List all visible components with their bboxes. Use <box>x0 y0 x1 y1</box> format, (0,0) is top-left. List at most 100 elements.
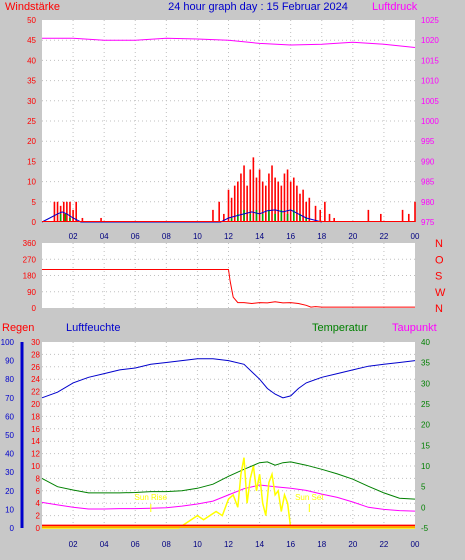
wind-tick-label: 5 <box>32 198 37 207</box>
gust-bar <box>258 169 261 222</box>
compass-label: S <box>435 271 442 283</box>
rain-tick-label: 30 <box>31 338 40 347</box>
mean-wind-bar <box>237 213 239 222</box>
x-tick-label: 18 <box>317 540 326 549</box>
rain-tick-label: 6 <box>36 487 41 496</box>
pressure-axis-label: Luftdruck <box>372 1 418 13</box>
x-tick-label: 10 <box>193 232 202 241</box>
gust-bar <box>302 189 304 222</box>
gust-bar <box>314 205 317 222</box>
graph-title: 24 hour graph day : 15 Februar 2024 <box>168 1 348 13</box>
mean-wind-bar <box>261 213 264 222</box>
wind-tick-label: 20 <box>27 137 36 146</box>
dewpoint-line <box>41 484 416 512</box>
x-tick-label: 02 <box>69 232 78 241</box>
gust-bar <box>333 217 335 222</box>
direction-line <box>42 269 415 308</box>
humidity-tick-label: 100 <box>1 338 15 347</box>
wind-tick-label: 45 <box>27 36 36 45</box>
gust-bar <box>75 201 77 222</box>
gust-bar <box>308 197 311 222</box>
gust-bar <box>407 213 410 222</box>
rain-tick-label: 18 <box>31 412 40 421</box>
sunrise-label: Sun Rise <box>135 493 168 502</box>
gust-bar <box>274 177 276 222</box>
pressure-tick-label: 1015 <box>421 56 439 65</box>
gust-bar <box>53 201 56 222</box>
rain-tick-label: 12 <box>31 450 40 459</box>
mean-wind-bar <box>249 213 252 222</box>
gust-bar <box>277 181 280 222</box>
mean-wind-bar <box>243 209 245 222</box>
humidity-tick-label: 40 <box>5 450 14 459</box>
temperature-tick-label: 10 <box>421 462 430 471</box>
gust-bar <box>292 177 295 222</box>
gust-bar <box>319 209 321 222</box>
gust-bar <box>246 185 248 222</box>
x-tick-label: 12 <box>224 540 233 549</box>
gust-bar <box>401 209 404 222</box>
wind-tick-label: 35 <box>27 77 36 86</box>
humidity-line <box>41 358 416 399</box>
humidity-tick-label: 0 <box>10 524 15 533</box>
rain-tick-label: 16 <box>31 425 40 434</box>
gust-bar <box>367 209 370 222</box>
pressure-tick-label: 1025 <box>421 16 439 25</box>
gust-bar <box>265 185 267 222</box>
direction-tick-label: 360 <box>23 239 37 248</box>
compass-label: W <box>435 287 446 299</box>
gust-bar <box>289 181 292 222</box>
gust-bar <box>100 217 102 222</box>
gust-bar <box>280 185 283 222</box>
gust-bar <box>268 173 270 222</box>
wind-tick-label: 0 <box>32 218 37 227</box>
mean-wind-bar <box>299 213 301 222</box>
temperature-tick-label: 40 <box>421 338 430 347</box>
gust-bar <box>69 201 71 222</box>
rain-tick-label: 20 <box>31 400 40 409</box>
wind-tick-label: 10 <box>27 178 36 187</box>
temperature-tick-label: 20 <box>421 421 430 430</box>
pressure-tick-label: 980 <box>421 198 435 207</box>
mean-wind-bar <box>230 217 233 222</box>
gust-bar <box>324 201 326 222</box>
x-tick-label: 00 <box>411 232 420 241</box>
mean-wind-bar <box>268 209 270 222</box>
pressure-tick-label: 1010 <box>421 77 439 86</box>
gust-bar <box>81 217 84 222</box>
gust-bar <box>72 209 74 222</box>
gust-bar <box>230 197 233 222</box>
gust-bar <box>305 201 308 222</box>
x-tick-label: 16 <box>286 232 295 241</box>
direction-tick-label: 180 <box>23 272 37 281</box>
gust-bar <box>223 213 225 222</box>
temperature-tick-label: 30 <box>421 379 430 388</box>
x-tick-label: 14 <box>255 232 264 241</box>
wind-tick-label: 15 <box>27 157 36 166</box>
x-tick-label: 22 <box>379 540 388 549</box>
gust-bar <box>299 193 301 222</box>
mean-wind-line <box>41 209 322 223</box>
mean-wind-bar <box>286 213 289 222</box>
x-tick-label: 10 <box>193 540 202 549</box>
temperature-tick-label: 25 <box>421 400 430 409</box>
gust-bar <box>212 209 214 222</box>
dewpoint-axis-label: Taupunkt <box>392 322 437 334</box>
temperature-tick-label: 0 <box>421 503 426 512</box>
temperature-tick-label: 5 <box>421 483 426 492</box>
humidity-tick-label: 90 <box>5 357 14 366</box>
pressure-tick-label: 1020 <box>421 36 439 45</box>
x-tick-label: 22 <box>379 232 388 241</box>
rain-tick-label: 8 <box>36 474 41 483</box>
climate-panel: Sun Rise Sun Set 024681012141618202224262… <box>1 338 431 549</box>
direction-tick-label: 270 <box>23 255 37 264</box>
compass-label: O <box>435 254 444 266</box>
gust-bar <box>261 181 264 222</box>
compass-label: N <box>435 238 443 250</box>
gust-bar <box>271 165 273 222</box>
x-tick-label: 20 <box>348 232 357 241</box>
rain-axis-label: Regen <box>2 322 34 334</box>
